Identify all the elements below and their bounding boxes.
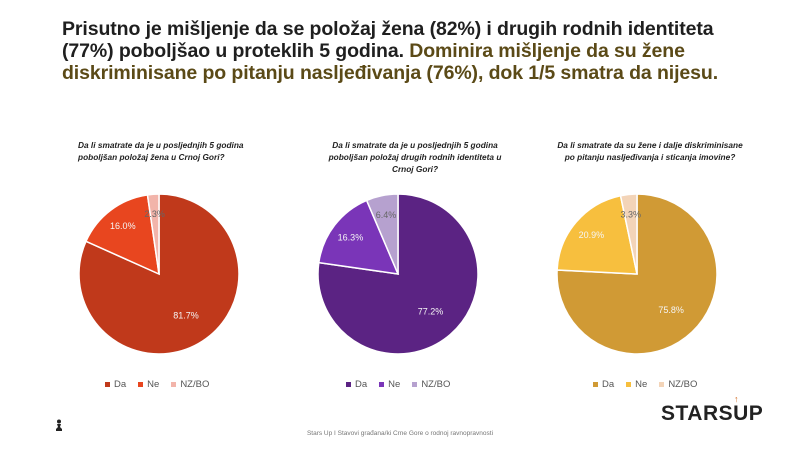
pie-slice-ne [556, 194, 638, 275]
legend-label: NZ/BO [668, 379, 698, 390]
legend-swatch [171, 382, 177, 387]
legend-label: Da [602, 379, 615, 390]
pie-value-label: 81.7% [173, 311, 199, 321]
legend-swatch [346, 382, 351, 387]
footer-text: Stars Up I Stavovi građana/ki Crne Gore … [306, 430, 494, 437]
pie-chart-inheritance: 75.8% 20.9% 3.3% [556, 193, 718, 355]
legend-label: Ne [388, 379, 401, 390]
legend-item: Ne [379, 379, 400, 390]
legend-item: NZ/BO [171, 379, 209, 390]
pie-slice-nzbo [365, 193, 399, 275]
logo-arrow-icon: ↑ [734, 394, 739, 404]
legend-label: Da [355, 379, 368, 390]
headline-part2: Dominira mišljenje da su žene diskrimini… [62, 40, 719, 84]
pie-value-label: 75.8% [658, 305, 684, 315]
chart2-legend: Da Ne NZ/BO [346, 379, 450, 390]
legend-item: Ne [626, 379, 647, 390]
legend-label: NZ/BO [180, 379, 210, 390]
legend-item: NZ/BO [659, 379, 697, 390]
legend-swatch [379, 382, 385, 387]
pie-slice-nzbo [619, 193, 638, 275]
pie-value-label: 6.4% [376, 210, 397, 220]
legend-label: Ne [635, 379, 648, 390]
legend-swatch [659, 382, 665, 387]
pie-value-label: 2.3% [144, 209, 165, 219]
legend-item: Ne [138, 379, 159, 390]
pie-value-label: 20.9% [579, 230, 605, 240]
chart3-legend: Da Ne NZ/BO [593, 379, 697, 390]
legend-swatch [412, 382, 418, 387]
legend-item: Da [105, 379, 126, 390]
pie-chart-women-position: 81.7% 16.0% 2.3% [78, 193, 240, 355]
page-title: Prisutno je mišljenje da se položaj žena… [62, 18, 762, 84]
legend-item: Da [346, 379, 367, 390]
legend-swatch [626, 382, 632, 387]
pie-slice-ne [317, 199, 400, 275]
pawn-icon [56, 419, 62, 431]
pie-value-label: 16.3% [338, 232, 364, 242]
legend-label: NZ/BO [421, 379, 451, 390]
legend-label: Ne [147, 379, 160, 390]
pie-chart-gender-identities: 77.2% 16.3% 6.4% [317, 193, 479, 355]
pie-value-label: 3.3% [621, 209, 642, 219]
pie-value-label: 16.0% [110, 221, 136, 231]
headline-part1: Prisutno je mišljenje da se položaj žena… [62, 18, 714, 62]
chart1-legend: Da Ne NZ/BO [105, 379, 209, 390]
pie-slice-ne [84, 193, 160, 276]
legend-swatch [105, 382, 110, 387]
pie-slice-nzbo [146, 193, 160, 275]
pie-value-label: 77.2% [418, 306, 444, 316]
legend-label: Da [114, 379, 127, 390]
legend-swatch [138, 382, 144, 387]
legend-item: NZ/BO [412, 379, 450, 390]
legend-swatch [593, 382, 598, 387]
legend-item: Da [593, 379, 614, 390]
chart2-title: Da li smatrate da je u posljednjih 5 god… [328, 140, 502, 174]
chart1-title: Da li smatrate da je u posljednjih 5 god… [78, 140, 244, 162]
chart3-title: Da li smatrate da su žene i dalje diskri… [557, 140, 743, 162]
brand-logo: STARSUP [661, 402, 764, 425]
